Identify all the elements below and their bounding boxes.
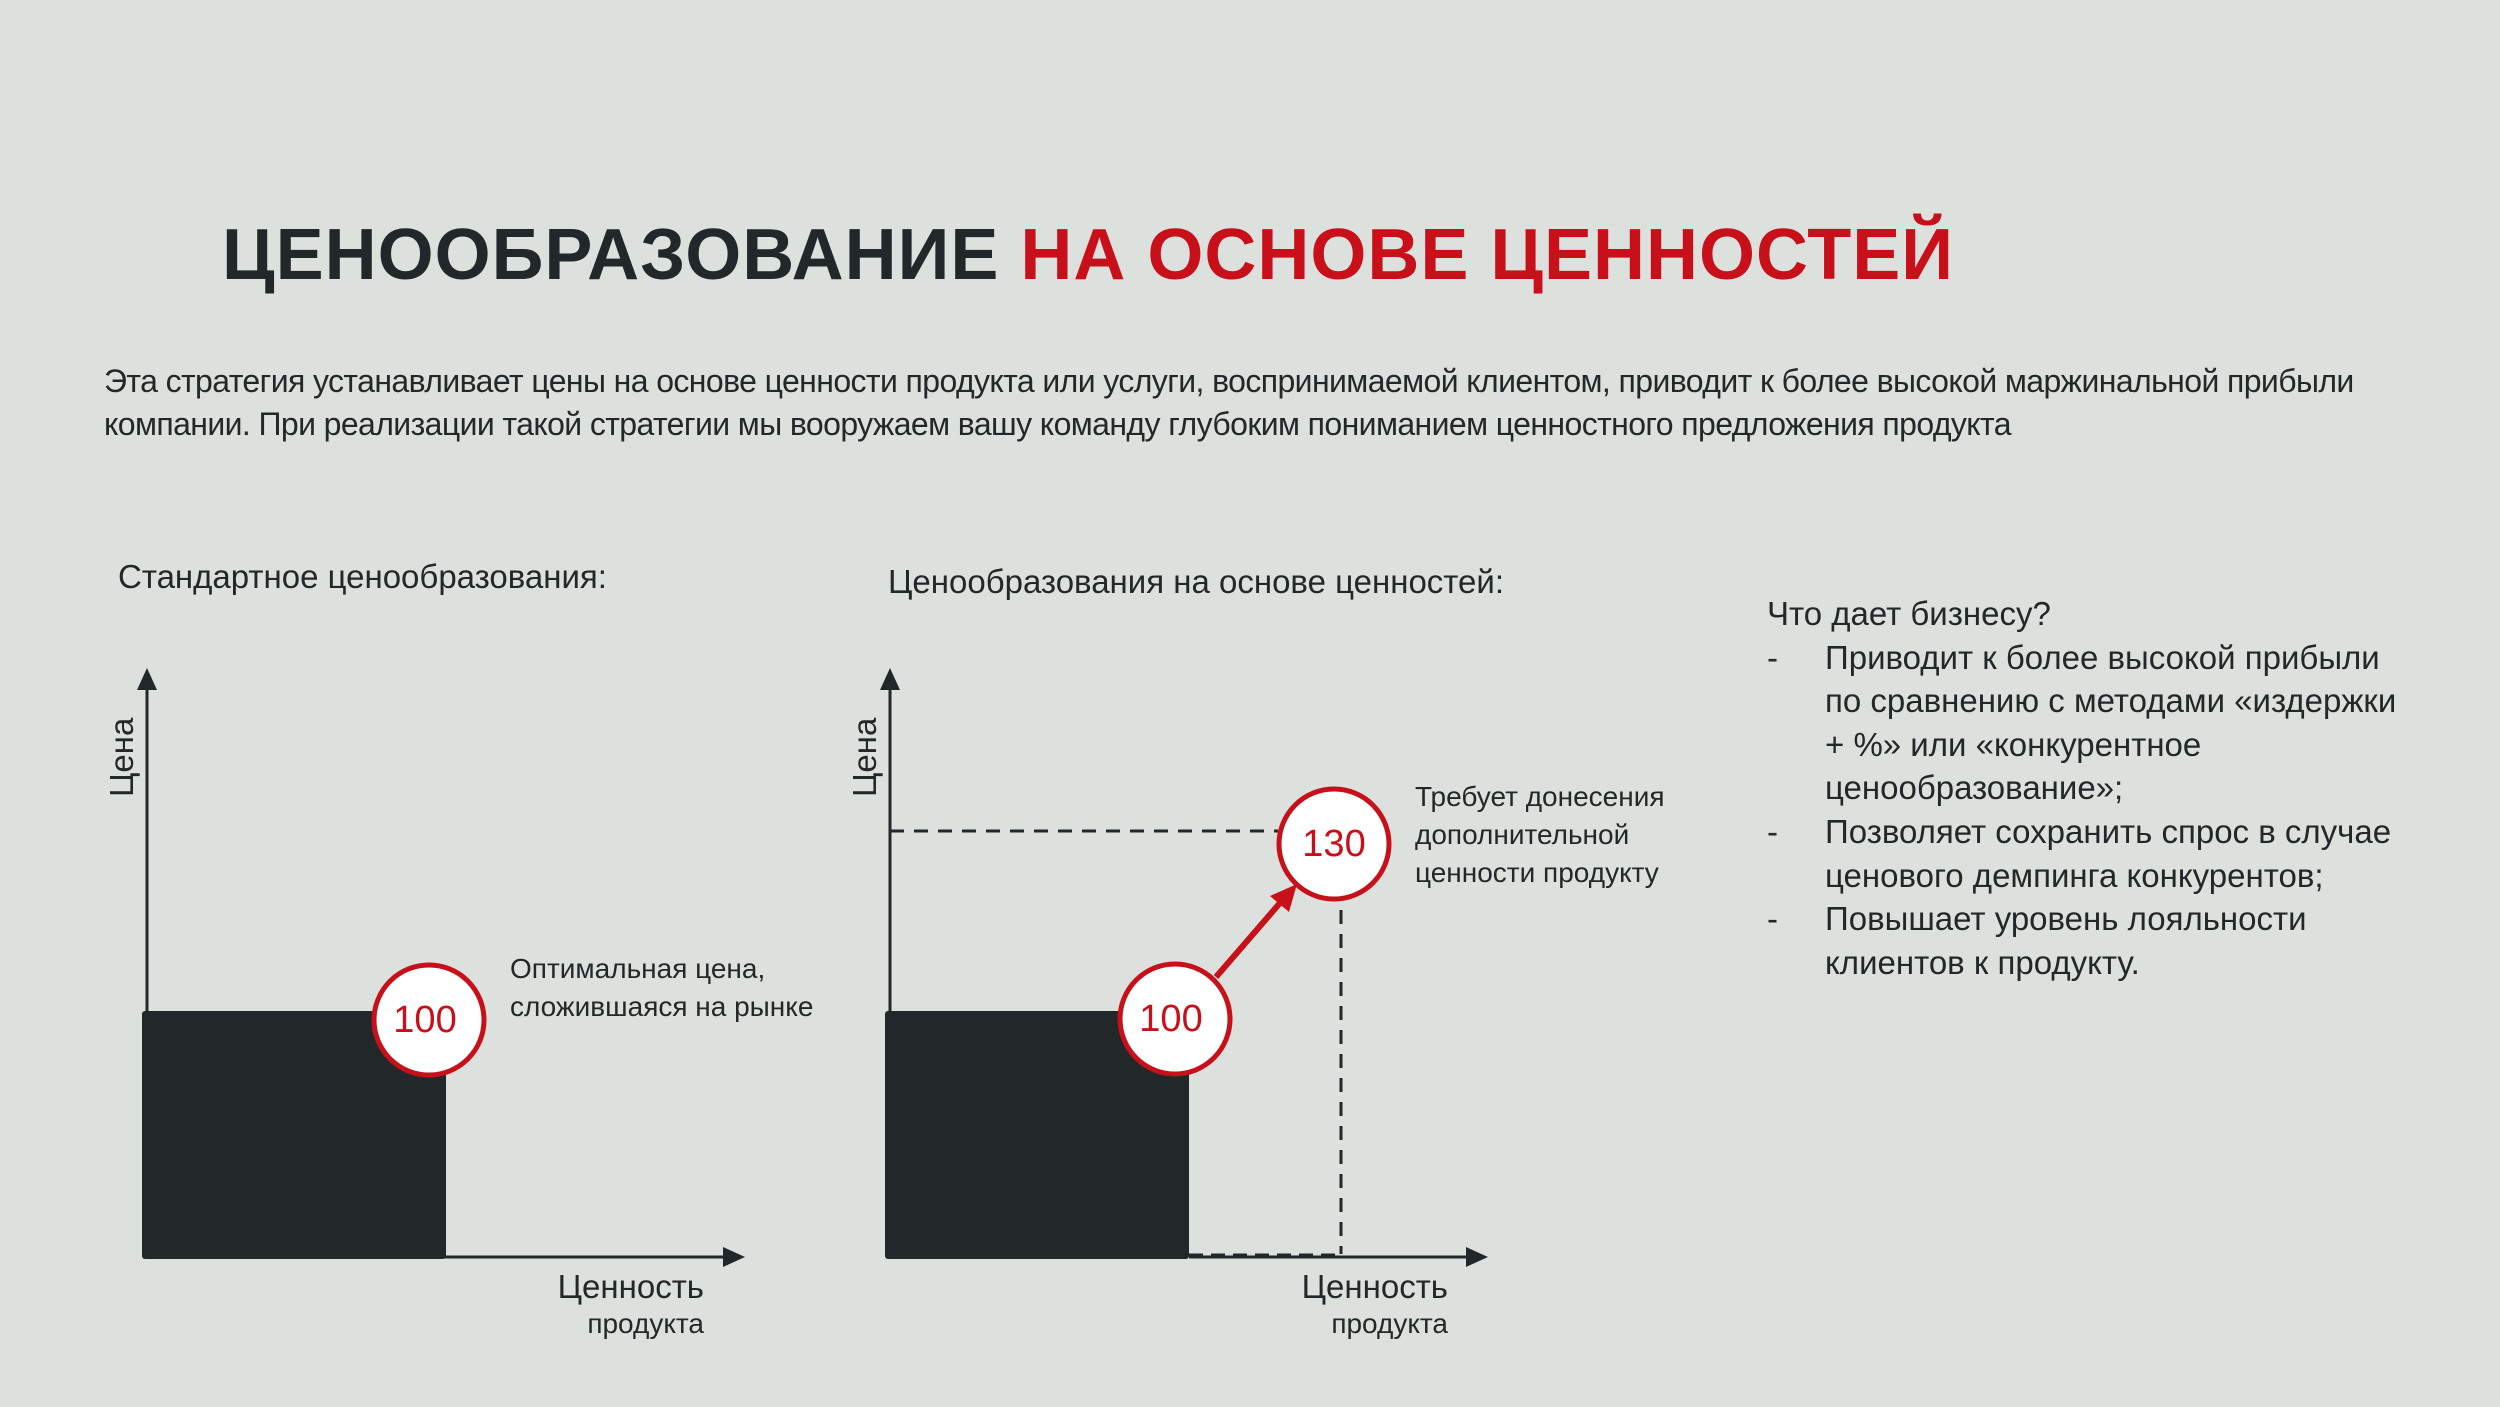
bullet-dash: - — [1767, 638, 1778, 676]
y-axis-label: Цена — [846, 717, 883, 797]
y-axis-arrow — [880, 668, 900, 690]
x-axis-label: Ценность — [1301, 1268, 1448, 1305]
increase-arrowhead — [1270, 884, 1297, 912]
standard-diagram: 100 — [137, 668, 745, 1267]
value-note: Требует донесения дополнительной ценност… — [1415, 778, 1665, 892]
list-item-text: Приводит к более высокой прибыли по срав… — [1825, 638, 2397, 807]
benefits-list: - Приводит к более высокой прибыли по сра… — [1767, 636, 2415, 985]
increase-arrow — [1213, 894, 1289, 979]
x-axis-label-2: продукта — [1331, 1308, 1448, 1339]
list-item-text: Позволяет сохранить спрос в случае ценов… — [1825, 812, 2392, 894]
value-subtitle: Ценообразования на основе ценностей: — [888, 563, 1504, 600]
title-accent: НА ОСНОВЕ ЦЕННОСТЕЙ — [1020, 215, 1954, 295]
bullet-dash: - — [1767, 900, 1778, 938]
note-line: ценности продукту — [1415, 857, 1659, 888]
intro-text: Эта стратегия устанавливает цены на осно… — [104, 363, 2354, 442]
y-axis-arrow — [137, 668, 157, 690]
x-axis-label: Ценность — [557, 1268, 704, 1305]
note-line: Требует донесения — [1415, 781, 1665, 812]
standard-subtitle: Стандартное ценообразования: — [118, 558, 607, 595]
base-price-value: 100 — [1139, 998, 1202, 1040]
benefits-block: Что дает бизнесу? - Приводит к более высо… — [1767, 592, 2415, 984]
x-axis-label-2: продукта — [587, 1308, 704, 1339]
raised-price-value: 130 — [1302, 823, 1365, 865]
note-line: Оптимальная цена, — [510, 953, 766, 984]
x-axis-arrow — [723, 1247, 745, 1267]
y-axis-label: Цена — [103, 717, 140, 797]
price-value: 100 — [393, 999, 456, 1041]
bullet-dash: - — [1767, 812, 1778, 850]
benefits-heading: Что дает бизнесу? — [1767, 595, 2051, 632]
list-item: - Повышает уровень лояльности клиентов к … — [1767, 897, 2415, 984]
title-dark: ЦЕНООБРАЗОВАНИЕ — [222, 215, 1021, 295]
base-price-circle — [1117, 961, 1233, 1077]
value-diagram: 100 130 — [880, 668, 1488, 1267]
raised-price-circle — [1276, 786, 1392, 902]
note-line: дополнительной — [1415, 819, 1630, 850]
list-item: - Приводит к более высокой прибыли по сра… — [1767, 636, 2415, 810]
note-line: сложившаяся на рынке — [510, 991, 814, 1022]
price-block — [142, 1011, 446, 1259]
x-axis-arrow — [1466, 1247, 1488, 1267]
page-title: ЦЕНООБРАЗОВАНИЕ НА ОСНОВЕ ЦЕННОСТЕЙ — [222, 214, 1954, 296]
list-item: - Позволяет сохранить спрос в случае цено… — [1767, 810, 2415, 897]
price-note: Оптимальная цена, сложившаяся на рынке — [510, 950, 813, 1026]
price-circle — [371, 962, 487, 1078]
price-block — [885, 1011, 1189, 1259]
list-item-text: Повышает уровень лояльности клиентов к п… — [1825, 900, 2307, 981]
